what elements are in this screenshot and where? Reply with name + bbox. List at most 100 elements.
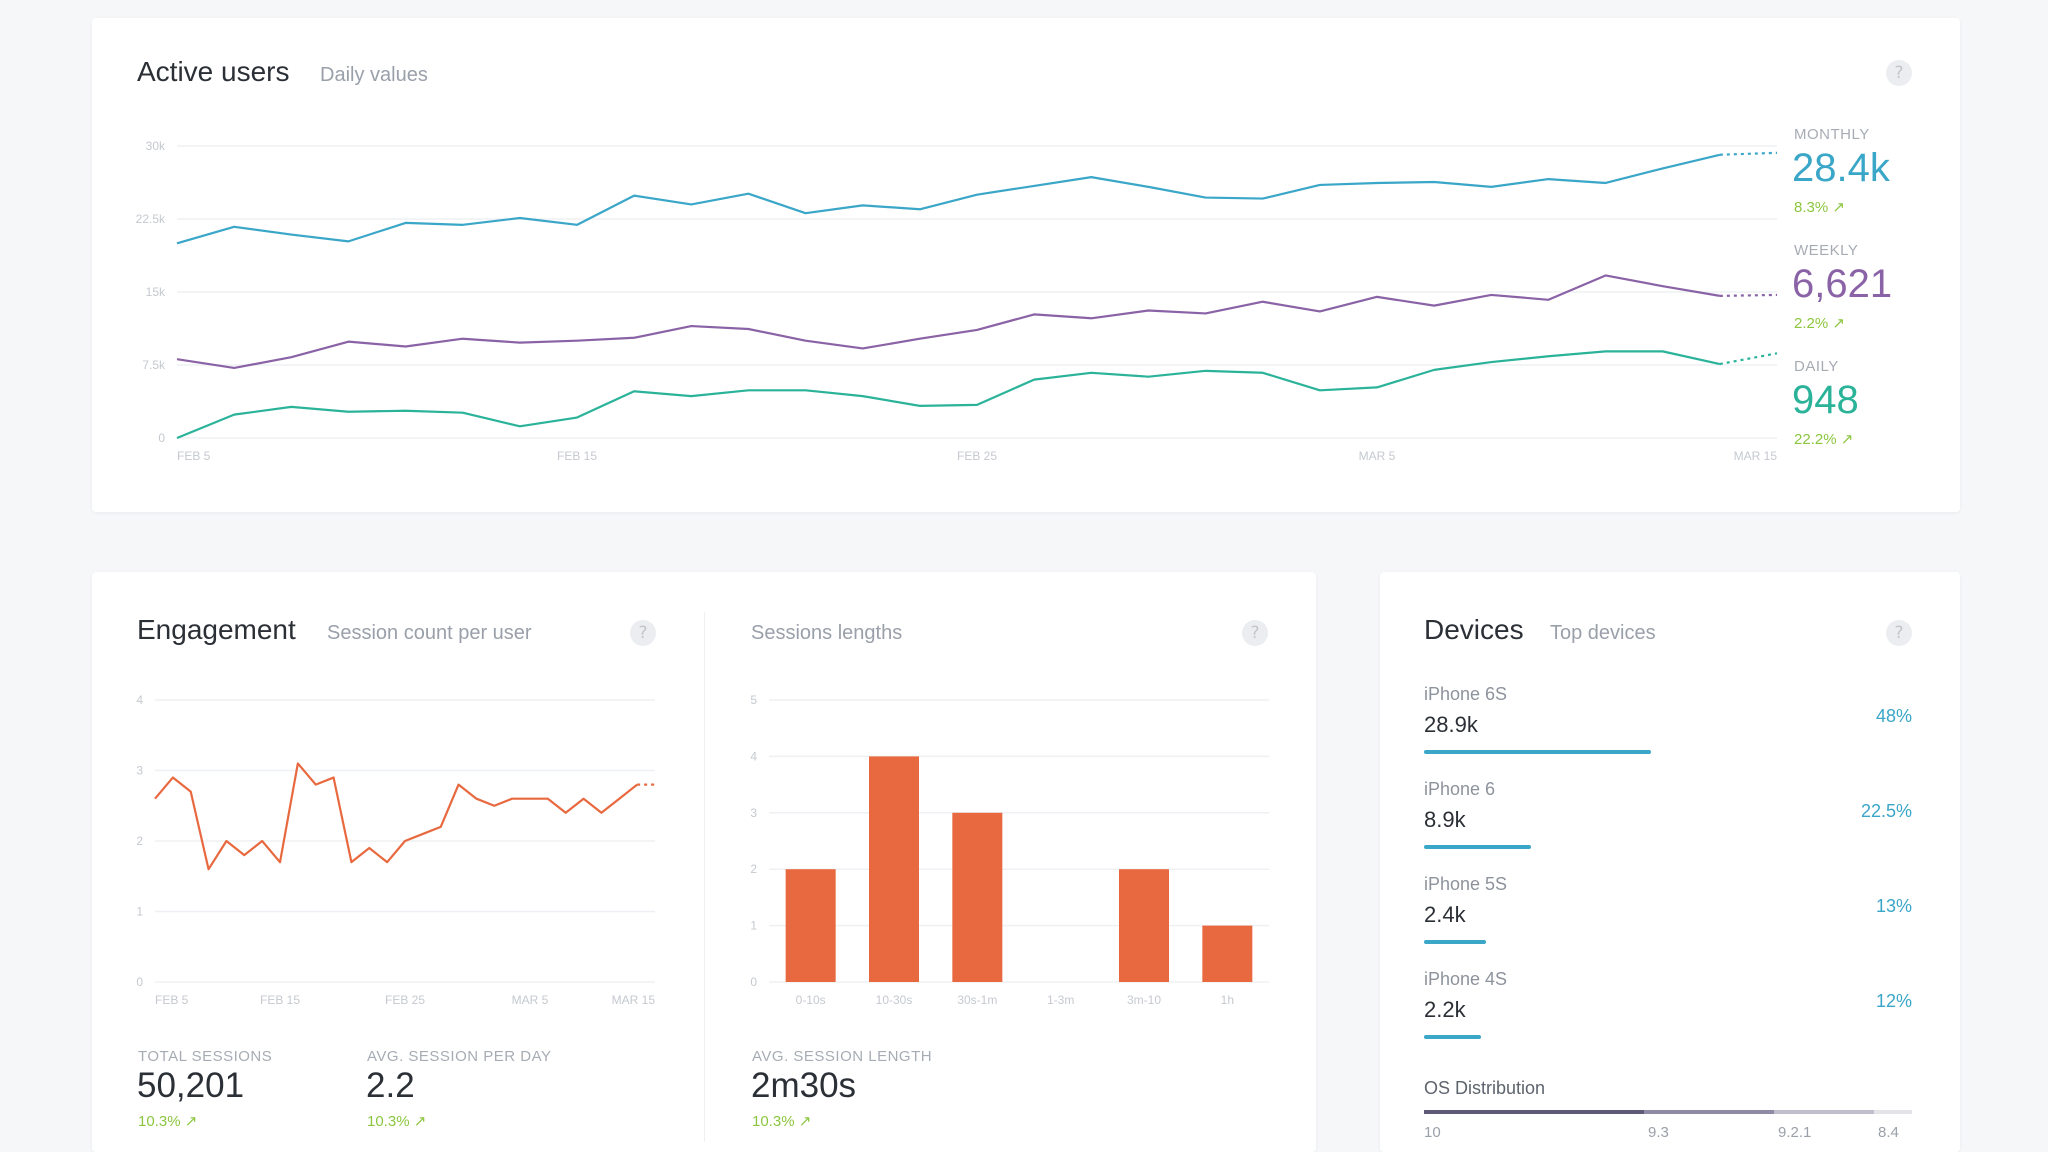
x-tick-label: FEB 25 <box>957 449 997 463</box>
avg-session-per-day-change: 10.3% ↗ <box>367 1113 427 1130</box>
y-tick-label: 5 <box>750 693 757 707</box>
series-line-projection <box>1719 293 1778 297</box>
bar <box>1119 869 1169 982</box>
monthly-change: 8.3% ↗ <box>1794 199 1845 216</box>
y-tick-label: 4 <box>136 693 143 707</box>
avg-session-length-value: 2m30s <box>751 1066 857 1105</box>
x-tick-label: FEB 15 <box>557 449 597 463</box>
x-tick-label: MAR 5 <box>512 993 549 1007</box>
help-icon[interactable]: ? <box>1242 620 1268 646</box>
active-users-chart: 30k 22.5k 15k 7.5k 0 FEB 5 FEB 15 FEB 25 MAR 5 MA… <box>136 139 1778 463</box>
y-tick-label: 3 <box>136 764 143 778</box>
os-distribution-title: OS Distribution <box>1424 1078 1546 1098</box>
x-tick-label: FEB 5 <box>177 449 211 463</box>
engagement-card: Engagement Session count per user ? 4 3 2 1… <box>92 572 1316 1152</box>
y-tick-label: 0 <box>750 975 757 989</box>
device-share-bar <box>1424 845 1531 849</box>
y-tick-label: 1 <box>750 919 757 933</box>
daily-label: DAILY <box>1794 358 1839 375</box>
device-share-bar <box>1424 750 1651 754</box>
device-share-bar <box>1424 1035 1481 1039</box>
y-tick-label: 3 <box>750 806 757 820</box>
engagement-chart: 4 3 2 1 0 FEB 5 FEB 15 FEB 25 MAR 5 MAR 15 <box>136 693 655 1007</box>
os-segment-9-2-1 <box>1774 1110 1874 1114</box>
daily-change: 22.2% ↗ <box>1794 431 1854 448</box>
x-tick-label: 30s-1m <box>957 993 997 1007</box>
series-line <box>176 350 1721 440</box>
weekly-value: 6,621 <box>1792 262 1893 306</box>
x-tick-label: 1-3m <box>1047 993 1074 1007</box>
os-tick-8-4: 8.4 <box>1878 1124 1899 1141</box>
os-tick-10: 10 <box>1424 1124 1441 1141</box>
help-icon[interactable]: ? <box>1886 620 1912 646</box>
bar <box>1202 925 1253 982</box>
device-value: 28.9k <box>1424 712 1478 737</box>
sessions-title: Sessions lengths <box>751 622 903 644</box>
engagement-subtitle: Session count per user <box>327 622 532 644</box>
device-percent: 48% <box>1875 706 1912 726</box>
device-share-bar <box>1424 940 1486 944</box>
avg-session-length-label: AVG. SESSION LENGTH <box>752 1048 933 1065</box>
avg-session-per-day-value: 2.2 <box>366 1066 415 1105</box>
series-line-projection <box>1719 352 1778 366</box>
x-tick-label: FEB 5 <box>155 993 189 1007</box>
devices-title: Devices <box>1424 614 1524 645</box>
device-percent: 13% <box>1875 896 1912 916</box>
device-percent: 22.5% <box>1860 801 1912 821</box>
y-tick-label: 22.5k <box>136 212 166 226</box>
avg-session-length-change: 10.3% ↗ <box>752 1113 812 1130</box>
x-tick-label: 0-10s <box>796 993 826 1007</box>
device-name: iPhone 5S <box>1424 874 1508 894</box>
series-line <box>176 274 1721 370</box>
series-line <box>154 762 638 871</box>
series-line <box>176 153 1721 245</box>
bar <box>869 756 919 982</box>
x-tick-label: 3m-10 <box>1127 993 1161 1007</box>
divider <box>704 612 705 1142</box>
help-icon[interactable]: ? <box>630 620 656 646</box>
avg-session-per-day-label: AVG. SESSION PER DAY <box>367 1048 552 1065</box>
y-tick-label: 0 <box>158 431 165 445</box>
y-tick-label: 30k <box>146 139 166 153</box>
help-icon[interactable]: ? <box>1886 60 1912 86</box>
series-line-projection <box>1719 151 1778 156</box>
os-segment-10 <box>1424 1110 1644 1114</box>
y-tick-label: 7.5k <box>142 358 166 372</box>
active-users-subtitle: Daily values <box>320 64 428 86</box>
y-tick-label: 15k <box>146 285 166 299</box>
daily-value: 948 <box>1792 378 1859 422</box>
total-sessions-value: 50,201 <box>137 1066 245 1105</box>
monthly-label: MONTHLY <box>1794 126 1870 143</box>
x-tick-label: MAR 5 <box>1359 449 1396 463</box>
os-tick-9-2-1: 9.2.1 <box>1778 1124 1812 1141</box>
device-name: iPhone 4S <box>1424 969 1508 989</box>
y-tick-label: 2 <box>750 862 757 876</box>
x-tick-label: FEB 25 <box>385 993 425 1007</box>
monthly-value: 28.4k <box>1792 146 1890 190</box>
x-tick-label: MAR 15 <box>1734 449 1778 463</box>
bar <box>785 869 836 982</box>
device-percent: 12% <box>1875 991 1912 1011</box>
device-name: iPhone 6S <box>1424 684 1508 704</box>
device-value: 8.9k <box>1424 807 1466 832</box>
os-tick-9-3: 9.3 <box>1648 1124 1669 1141</box>
total-sessions-change: 10.3% ↗ <box>138 1113 198 1130</box>
weekly-change: 2.2% ↗ <box>1794 315 1845 332</box>
x-tick-label: FEB 15 <box>260 993 300 1007</box>
y-tick-label: 4 <box>750 749 757 763</box>
x-tick-label: 10-30s <box>876 993 913 1007</box>
weekly-label: WEEKLY <box>1794 242 1859 259</box>
devices-card: Devices Top devices ? iPhone 6S 28.9k 48% i… <box>1380 572 1960 1152</box>
bar <box>952 812 1003 982</box>
sessions-chart: 5 4 3 2 1 0 0-10s 10-30s 30s-1m 1-3m 3m-10 1h <box>750 693 1269 1007</box>
device-value: 2.4k <box>1424 902 1466 927</box>
x-tick-label: 1h <box>1221 993 1234 1007</box>
device-name: iPhone 6 <box>1424 779 1496 799</box>
active-users-card: Active users Daily values ? 30k 22.5k 15k 7… <box>92 18 1960 512</box>
y-tick-label: 0 <box>136 975 143 989</box>
y-tick-label: 1 <box>136 905 143 919</box>
os-segment-9-3 <box>1644 1110 1774 1114</box>
device-value: 2.2k <box>1424 997 1466 1022</box>
engagement-title: Engagement <box>137 614 296 645</box>
y-tick-label: 2 <box>136 834 143 848</box>
